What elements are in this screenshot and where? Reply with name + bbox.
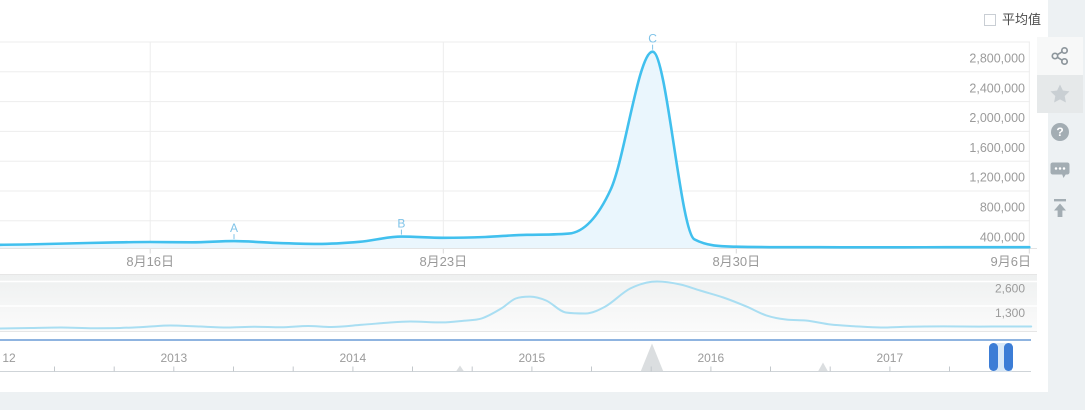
svg-text:2,600: 2,600 <box>995 282 1025 296</box>
help-button[interactable]: ? <box>1037 113 1083 151</box>
side-toolbar: ? <box>1037 37 1083 227</box>
svg-text:A: A <box>230 221 238 235</box>
main-grid <box>0 41 1037 254</box>
svg-text:2,400,000: 2,400,000 <box>969 81 1025 95</box>
svg-text:2015: 2015 <box>518 351 545 365</box>
svg-text:2014: 2014 <box>339 351 366 365</box>
overview-band: 2,600 1,300 <box>0 274 1037 332</box>
svg-text:2016: 2016 <box>697 351 724 365</box>
svg-text:?: ? <box>1056 125 1063 139</box>
svg-text:8月30日: 8月30日 <box>712 254 760 269</box>
feedback-button[interactable] <box>1037 151 1083 189</box>
marker-B: B <box>397 217 405 235</box>
star-icon <box>1050 84 1070 103</box>
marker-C: C <box>648 32 657 50</box>
back-to-top-button[interactable] <box>1037 189 1083 227</box>
svg-text:B: B <box>397 217 405 231</box>
share-icon <box>1051 46 1069 66</box>
svg-text:400,000: 400,000 <box>980 230 1025 244</box>
back-to-top-icon <box>1054 199 1066 217</box>
marker-A: A <box>230 221 238 240</box>
navigator-left-handle[interactable] <box>989 343 998 371</box>
svg-text:2013: 2013 <box>160 351 187 365</box>
svg-text:1,600,000: 1,600,000 <box>969 141 1025 155</box>
svg-text:2,000,000: 2,000,000 <box>969 111 1025 125</box>
average-checkbox-label[interactable]: 平均值 <box>1002 12 1042 27</box>
average-toggle[interactable]: 平均值 <box>984 13 1041 27</box>
svg-text:8月23日: 8月23日 <box>419 254 467 269</box>
comment-icon <box>1050 162 1070 178</box>
page-background-strip <box>0 392 1048 410</box>
question-icon: ? <box>1051 123 1069 141</box>
average-checkbox[interactable] <box>984 14 996 26</box>
svg-text:12: 12 <box>2 351 16 365</box>
svg-text:9月6日: 9月6日 <box>991 254 1031 269</box>
main-series: A B C <box>0 32 1031 249</box>
share-button[interactable] <box>1037 37 1083 75</box>
axis-labels: 2,800,000 2,400,000 2,000,000 1,600,000 1,20… <box>126 52 1031 270</box>
svg-text:1,200,000: 1,200,000 <box>969 171 1025 185</box>
navigator-track[interactable] <box>0 341 1031 372</box>
navigator-right-handle[interactable] <box>1004 343 1013 371</box>
svg-text:1,300: 1,300 <box>995 306 1025 320</box>
svg-text:8月16日: 8月16日 <box>126 254 174 269</box>
svg-text:2,800,000: 2,800,000 <box>969 52 1025 66</box>
favorite-button[interactable] <box>1037 75 1083 113</box>
svg-text:2017: 2017 <box>876 351 903 365</box>
svg-text:C: C <box>648 32 657 46</box>
svg-text:800,000: 800,000 <box>980 201 1025 215</box>
